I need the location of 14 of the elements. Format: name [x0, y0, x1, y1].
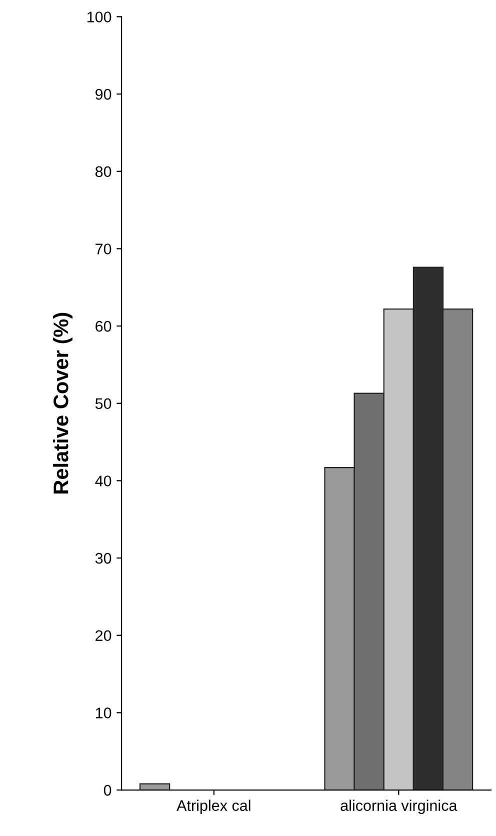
y-tick-label: 0: [104, 784, 112, 796]
y-tick-label: 60: [96, 320, 112, 332]
y-tick-label: 30: [95, 552, 112, 564]
y-tick-label: 90: [96, 88, 112, 100]
x-tick-label: alicornia virginica: [340, 800, 458, 814]
y-tick-label: 20: [96, 630, 112, 642]
y-tick-label: 40: [95, 476, 112, 486]
y-tick-label: 100: [87, 12, 112, 22]
y-tick-label: 70: [96, 244, 112, 254]
x-tick-label: Atriplex cal: [176, 800, 250, 814]
y-tick-label: 50: [95, 398, 112, 410]
y-tick-label: 80: [95, 166, 112, 178]
y-tick-label: 10: [96, 708, 112, 718]
y-axis-title: Relative Cover (%): [53, 312, 72, 494]
